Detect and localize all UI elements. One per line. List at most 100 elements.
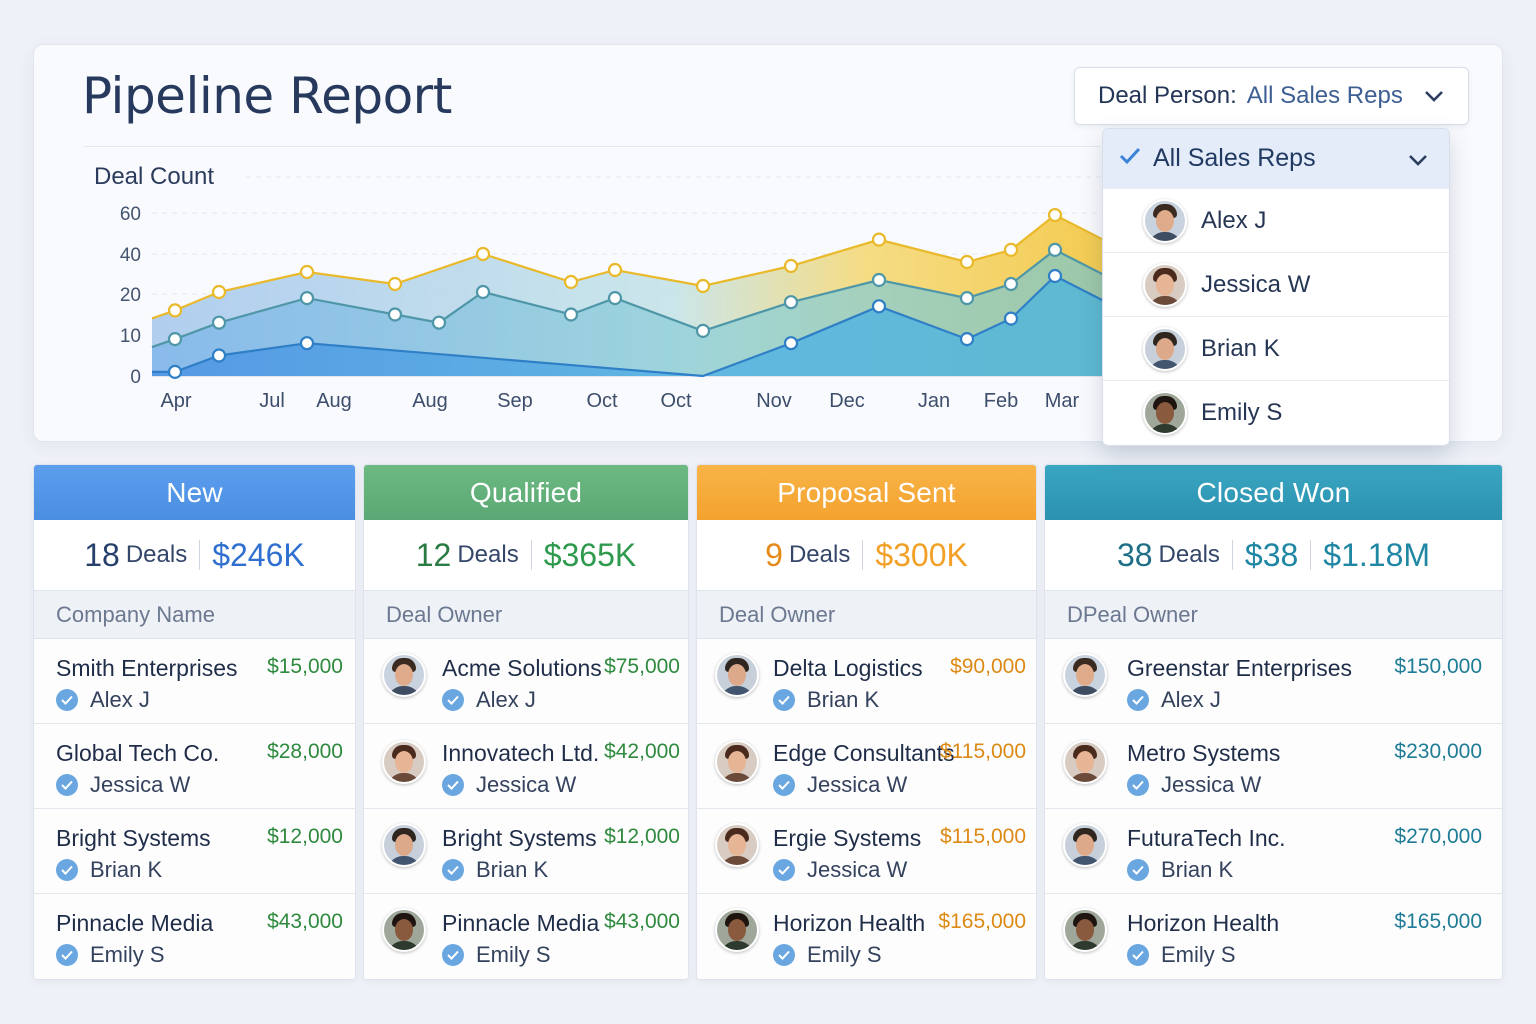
deal-row[interactable]: Ergie Systems $115,000 Jessica W [697,809,1036,894]
dropdown-option-label: Brian K [1201,334,1280,362]
chart-x-tick-label: Sep [497,390,533,412]
dropdown-option[interactable]: Brian K [1103,316,1449,380]
chart-y-tick-label: 0 [130,367,141,388]
chart-point [1003,276,1019,292]
deal-row[interactable]: Delta Logistics $90,000 Brian K [697,639,1036,724]
company-name[interactable]: Edge Consultants [773,740,955,766]
title-divider [84,146,1100,147]
chart-point [1047,207,1063,223]
stage-summary: 18 Deals $246K [34,520,355,591]
deal-count: 18 [84,536,120,573]
deal-row[interactable]: Edge Consultants $115,000 Jessica W [697,724,1036,809]
column-header[interactable]: Company Name [34,591,355,639]
company-name[interactable]: Greenstar Enterprises [1127,655,1352,681]
deal-row[interactable]: Horizon Health $165,000 Emily S [697,894,1036,979]
chart-x-tick-label: Oct [660,390,692,412]
deal-count-label: Deals [457,541,519,568]
deal-amount: $165,000 [938,910,1026,933]
deal-owner-name: Brian K [90,857,163,882]
dropdown-option[interactable]: Jessica W [1103,252,1449,316]
deal-row[interactable]: Bright Systems $12,000 Brian K [34,809,355,894]
chart-point [783,258,799,274]
deal-row[interactable]: Bright Systems $12,000 Brian K [364,809,688,894]
deal-row[interactable]: FuturaTech Inc. $270,000 Brian K [1045,809,1502,894]
deal-row[interactable]: Pinnacle Media $43,000 Emily S [364,894,688,979]
company-name[interactable]: Acme Solutions [442,655,602,681]
deal-person-select[interactable]: Deal Person: All Sales Reps [1074,67,1469,125]
company-name[interactable]: Ergie Systems [773,825,922,851]
deal-owner: Emily S [1127,942,1236,968]
chart-point [431,315,447,330]
stage-header[interactable]: Closed Won [1045,465,1502,520]
deal-owner: Alex J [56,687,150,713]
column-header[interactable]: DPeal Owner [1045,591,1502,639]
chart-point [299,291,315,306]
dropdown-option-label: Alex J [1201,206,1267,234]
avatar [382,908,426,952]
chart-x-tick-label: Jul [259,390,285,412]
deal-row[interactable]: Metro Systems $230,000 Jessica W [1045,724,1502,809]
avatar [1063,908,1107,952]
company-name[interactable]: Bright Systems [442,825,597,851]
verified-check-icon [1127,774,1149,796]
deal-row[interactable]: Smith Enterprises $15,000 Alex J [34,639,355,724]
deal-owner: Alex J [442,687,536,713]
deal-amount: $230,000 [1394,740,1482,763]
stage-header[interactable]: Qualified [364,465,688,520]
chart-point [783,336,799,351]
stage-header[interactable]: New [34,465,355,520]
chart-point [959,254,975,270]
company-name[interactable]: Innovatech Ltd. [442,740,600,766]
chart-x-tick-label: Dec [829,390,865,412]
stage-total-value: $246K [212,536,305,573]
column-header[interactable]: Deal Owner [697,591,1036,639]
stage-column-closed-won: Closed Won 38 Deals $38 $1.18M DPeal Owner Gre… [1044,464,1503,980]
deal-owner: Brian K [56,857,162,883]
deal-count: 12 [415,536,452,573]
company-name[interactable]: Smith Enterprises [56,655,238,681]
avatar [1063,823,1107,867]
deal-row[interactable]: Global Tech Co. $28,000 Jessica W [34,724,355,809]
chart-point [299,264,315,280]
dropdown-option-label: Emily S [1201,398,1283,426]
column-header[interactable]: Deal Owner [364,591,688,639]
avatar [1143,326,1187,371]
dropdown-option[interactable]: Emily S [1103,380,1449,444]
deal-owner: Emily S [773,942,882,968]
stage-total-value: $1.18M [1323,536,1431,573]
verified-check-icon [442,689,464,711]
avatar [715,908,759,952]
stage-header[interactable]: Proposal Sent [697,465,1036,520]
deal-count: 38 [1116,536,1153,573]
avatar [1143,390,1187,435]
deal-amount: $165,000 [1394,910,1482,933]
deal-row[interactable]: Innovatech Ltd. $42,000 Jessica W [364,724,688,809]
chart-x-tick-label: Nov [756,390,792,412]
company-name[interactable]: Pinnacle Media [56,910,214,936]
company-name[interactable]: Pinnacle Media [442,910,600,936]
company-name[interactable]: Delta Logistics [773,655,923,681]
deal-count-label: Deals [125,541,188,568]
company-name[interactable]: Bright Systems [56,825,211,851]
deal-row[interactable]: Pinnacle Media $43,000 Emily S [34,894,355,979]
chart-point [167,303,183,318]
company-name[interactable]: Metro Systems [1127,740,1281,766]
company-name[interactable]: Horizon Health [1127,910,1280,936]
verified-check-icon [56,859,78,881]
avatar [715,740,759,784]
avatar [1143,198,1187,243]
chart-point [1047,268,1063,284]
avatar [382,823,426,867]
dropdown-option[interactable]: Alex J [1103,188,1449,252]
deal-row[interactable]: Acme Solutions $75,000 Alex J [364,639,688,724]
deal-row[interactable]: Greenstar Enterprises $150,000 Alex J [1045,639,1502,724]
deal-row[interactable]: Horizon Health $165,000 Emily S [1045,894,1502,979]
company-name[interactable]: Horizon Health [773,910,926,936]
verified-check-icon [442,944,464,966]
company-name[interactable]: FuturaTech Inc. [1127,825,1286,851]
stage-total-value: $365K [543,536,637,573]
summary-divider [530,540,532,570]
chart-point [783,295,799,310]
company-name[interactable]: Global Tech Co. [56,740,220,766]
dropdown-selected-option[interactable]: All Sales Reps [1103,129,1449,188]
